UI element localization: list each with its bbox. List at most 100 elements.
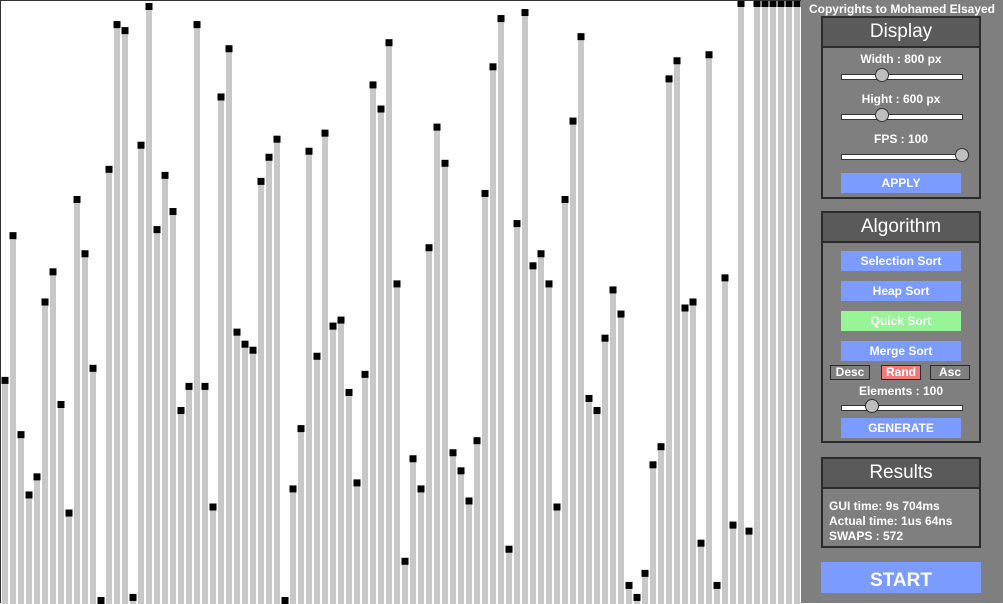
bar	[346, 389, 352, 604]
bar	[330, 323, 336, 604]
bar-marker	[665, 75, 673, 83]
bar	[138, 142, 144, 604]
generate-button[interactable]: GENERATE	[841, 418, 961, 438]
bar-marker	[337, 316, 345, 324]
bar	[658, 444, 664, 604]
bar-marker	[49, 268, 57, 276]
bar	[730, 522, 736, 604]
bar	[394, 281, 400, 604]
bar-marker	[113, 21, 121, 29]
bar	[474, 438, 480, 604]
order-button-group: Desc Rand Asc	[823, 365, 979, 380]
bar-marker	[81, 250, 89, 258]
display-panel-title: Display	[823, 18, 979, 48]
bar	[146, 4, 152, 604]
bar	[546, 281, 552, 604]
bar-marker	[281, 597, 289, 604]
bar-marker	[201, 382, 209, 390]
heap-sort-button[interactable]: Heap Sort	[841, 281, 961, 301]
bar	[410, 456, 416, 604]
bar-marker	[617, 310, 625, 318]
bar	[290, 486, 296, 604]
width-slider-knob[interactable]	[874, 68, 889, 82]
bar	[170, 209, 176, 604]
fps-slider-knob[interactable]	[955, 148, 969, 162]
bar-marker	[745, 527, 753, 535]
bar	[698, 540, 704, 604]
bar-marker	[705, 51, 713, 59]
selection-sort-button[interactable]: Selection Sort	[841, 251, 961, 271]
bar-marker	[529, 262, 537, 270]
bar-marker	[401, 557, 409, 565]
bar-marker	[641, 569, 649, 577]
bar-marker	[449, 449, 457, 457]
bar-marker	[145, 3, 153, 11]
bar	[490, 64, 496, 604]
display-panel: Display Width : 800 px Hight : 600 px FP…	[821, 16, 981, 199]
bar	[682, 305, 688, 604]
bar	[338, 317, 344, 604]
start-button[interactable]: START	[821, 562, 981, 593]
bar	[714, 582, 720, 604]
bar-marker	[689, 298, 697, 306]
elements-slider[interactable]	[841, 399, 963, 413]
bar-marker	[385, 39, 393, 47]
bar-marker	[601, 334, 609, 342]
elements-slider-knob[interactable]	[865, 399, 879, 413]
bar-marker	[105, 165, 113, 173]
asc-button[interactable]: Asc	[930, 365, 970, 380]
bar	[82, 251, 88, 604]
bar-marker	[329, 322, 337, 330]
bar-marker	[257, 177, 265, 185]
bar-marker	[761, 1, 769, 7]
bar-marker	[137, 141, 145, 149]
bar-marker	[89, 364, 97, 372]
bar-marker	[457, 467, 465, 475]
bar-marker	[9, 232, 17, 240]
width-slider[interactable]	[841, 68, 963, 82]
bar-marker	[681, 304, 689, 312]
gui-time-text: GUI time: 9s 704ms	[829, 499, 940, 513]
bar-marker	[793, 1, 801, 7]
bar-marker	[729, 521, 737, 529]
bar	[794, 1, 800, 604]
bar	[482, 190, 488, 604]
height-slider-knob[interactable]	[874, 108, 889, 122]
bar	[426, 245, 432, 604]
bar	[506, 546, 512, 604]
bar-marker	[185, 382, 193, 390]
merge-sort-button[interactable]: Merge Sort	[841, 341, 961, 361]
bar	[114, 22, 120, 604]
bar-marker	[97, 597, 105, 604]
bar-marker	[209, 503, 217, 511]
bar-marker	[65, 509, 73, 517]
bar	[226, 46, 232, 604]
rand-button[interactable]: Rand	[881, 365, 921, 380]
bar	[642, 570, 648, 604]
bar	[18, 432, 24, 604]
bar-marker	[593, 407, 601, 415]
bar-marker	[561, 195, 569, 203]
bar-marker	[489, 63, 497, 71]
results-panel: Results GUI time: 9s 704ms Actual time: …	[821, 457, 981, 548]
fps-slider[interactable]	[841, 148, 969, 162]
bar-marker	[409, 455, 417, 463]
bar-marker	[657, 443, 665, 451]
bar	[34, 474, 40, 604]
bar-marker	[345, 388, 353, 396]
bar	[530, 263, 536, 604]
bar-marker	[265, 153, 273, 161]
apply-button[interactable]: APPLY	[841, 173, 961, 193]
quick-sort-button[interactable]: Quick Sort	[841, 311, 961, 331]
desc-button[interactable]: Desc	[830, 365, 870, 380]
bar	[586, 395, 592, 604]
bar-marker	[649, 461, 657, 469]
bar	[706, 52, 712, 604]
bar	[234, 329, 240, 604]
bar	[754, 1, 760, 604]
bar-marker	[321, 129, 329, 137]
bar	[602, 335, 608, 604]
bar-marker	[521, 9, 529, 17]
height-slider[interactable]	[841, 108, 963, 122]
bar	[194, 22, 200, 604]
